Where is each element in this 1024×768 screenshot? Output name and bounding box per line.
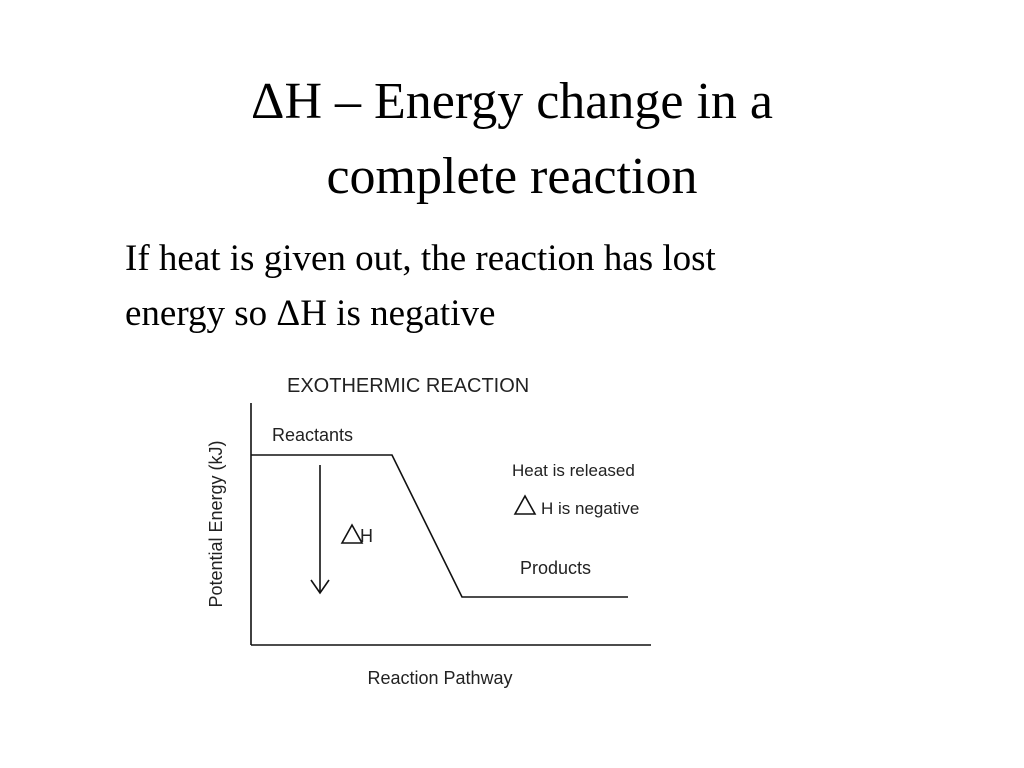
note: H is negative: [541, 499, 639, 518]
y-axis-label: Potential Energy (kJ): [206, 440, 226, 607]
title-line: ΔH – Energy change in a: [251, 73, 773, 130]
delta-symbol: [513, 494, 537, 515]
arrow-head: [310, 579, 330, 595]
body-line: energy so ΔH is negative: [125, 293, 496, 334]
products-label: Products: [520, 558, 591, 578]
reactants-label: Reactants: [272, 425, 353, 445]
note: Heat is released: [512, 461, 635, 480]
x-axis-label: Reaction Pathway: [367, 668, 512, 688]
delta-label: H: [360, 526, 373, 546]
delta-symbol: [340, 523, 364, 544]
body-line: If heat is given out, the reaction has l…: [125, 238, 716, 279]
title-line: complete reaction: [326, 148, 698, 205]
diagram-title: EXOTHERMIC REACTION: [287, 375, 529, 397]
energy-profile: [251, 454, 628, 598]
